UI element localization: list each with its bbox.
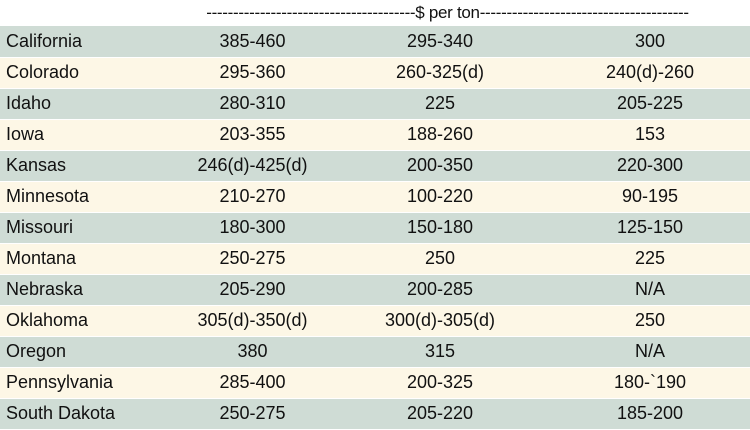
price-cell-col1: 280-310 — [175, 88, 330, 120]
state-cell: Nebraska — [0, 274, 175, 306]
price-cell-col2: 100-220 — [330, 181, 550, 213]
price-cell-col1: 380 — [175, 336, 330, 368]
table-row: Pennsylvania 285-400 200-325 180-`190 — [0, 367, 750, 399]
state-cell: Minnesota — [0, 181, 175, 213]
table-row: Iowa 203-355 188-260 153 — [0, 119, 750, 151]
table-row: Colorado 295-360 260-325(d) 240(d)-260 — [0, 57, 750, 89]
unit-label: ---------------------------------------$… — [206, 3, 689, 22]
price-cell-col3: 225 — [550, 243, 750, 275]
state-cell: Idaho — [0, 88, 175, 120]
price-cell-col1: 295-360 — [175, 57, 330, 89]
price-cell-col1: 180-300 — [175, 212, 330, 244]
table-row: Oregon 380 315 N/A — [0, 336, 750, 368]
price-cell-col1: 285-400 — [175, 367, 330, 399]
state-cell: Iowa — [0, 119, 175, 151]
price-cell-col3: 153 — [550, 119, 750, 151]
price-cell-col3: N/A — [550, 274, 750, 306]
price-cell-col3: 180-`190 — [550, 367, 750, 399]
price-cell-col3: 220-300 — [550, 150, 750, 182]
table-header: ---------------------------------------$… — [0, 0, 750, 26]
state-cell: Colorado — [0, 57, 175, 89]
price-cell-col3: 250 — [550, 305, 750, 337]
price-cell-col2: 300(d)-305(d) — [330, 305, 550, 337]
price-cell-col2: 250 — [330, 243, 550, 275]
price-cell-col2: 295-340 — [330, 26, 550, 58]
price-cell-col2: 200-350 — [330, 150, 550, 182]
table-row: Idaho 280-310 225 205-225 — [0, 88, 750, 120]
price-cell-col2: 225 — [330, 88, 550, 120]
table-row: Missouri 180-300 150-180 125-150 — [0, 212, 750, 244]
table-row: Nebraska 205-290 200-285 N/A — [0, 274, 750, 306]
table-row: Montana 250-275 250 225 — [0, 243, 750, 275]
table-row: Minnesota 210-270 100-220 90-195 — [0, 181, 750, 213]
price-cell-col2: 200-285 — [330, 274, 550, 306]
state-cell: Kansas — [0, 150, 175, 182]
state-cell: South Dakota — [0, 398, 175, 430]
price-cell-col1: 305(d)-350(d) — [175, 305, 330, 337]
price-cell-col1: 250-275 — [175, 243, 330, 275]
price-cell-col3: 90-195 — [550, 181, 750, 213]
state-cell: Oklahoma — [0, 305, 175, 337]
price-cell-col3: 185-200 — [550, 398, 750, 430]
table-row: Oklahoma 305(d)-350(d) 300(d)-305(d) 250 — [0, 305, 750, 337]
price-cell-col2: 205-220 — [330, 398, 550, 430]
price-cell-col1: 205-290 — [175, 274, 330, 306]
state-cell: California — [0, 26, 175, 58]
price-cell-col2: 315 — [330, 336, 550, 368]
state-cell: Pennsylvania — [0, 367, 175, 399]
price-cell-col2: 200-325 — [330, 367, 550, 399]
table-row: South Dakota 250-275 205-220 185-200 — [0, 398, 750, 430]
price-cell-col2: 150-180 — [330, 212, 550, 244]
price-cell-col3: 205-225 — [550, 88, 750, 120]
table-row: Kansas 246(d)-425(d) 200-350 220-300 — [0, 150, 750, 182]
price-table: California 385-460 295-340 300 Colorado … — [0, 26, 750, 430]
state-cell: Missouri — [0, 212, 175, 244]
price-cell-col3: 300 — [550, 26, 750, 58]
price-cell-col1: 246(d)-425(d) — [175, 150, 330, 182]
state-cell: Oregon — [0, 336, 175, 368]
price-cell-col1: 203-355 — [175, 119, 330, 151]
price-cell-col1: 210-270 — [175, 181, 330, 213]
table-row: California 385-460 295-340 300 — [0, 26, 750, 58]
state-cell: Montana — [0, 243, 175, 275]
table-body: California 385-460 295-340 300 Colorado … — [0, 26, 750, 430]
price-cell-col3: N/A — [550, 336, 750, 368]
price-cell-col1: 250-275 — [175, 398, 330, 430]
price-cell-col2: 188-260 — [330, 119, 550, 151]
price-cell-col3: 125-150 — [550, 212, 750, 244]
price-cell-col1: 385-460 — [175, 26, 330, 58]
price-cell-col3: 240(d)-260 — [550, 57, 750, 89]
price-cell-col2: 260-325(d) — [330, 57, 550, 89]
